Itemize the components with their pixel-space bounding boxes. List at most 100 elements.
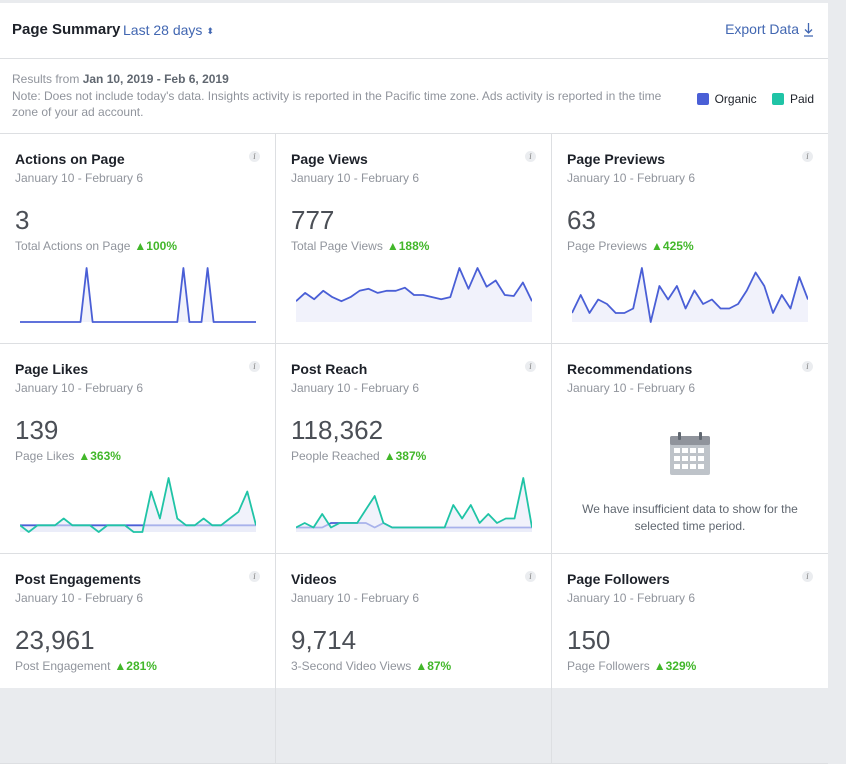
sparkline-area-0 [572,268,808,322]
card-change: ▲281% [114,659,157,673]
sparkline-chart [20,267,256,323]
card-post-engagements[interactable]: Post Engagements January 10 - February 6… [0,554,276,764]
card-date: January 10 - February 6 [291,591,420,605]
sparkline-series-0 [20,267,256,323]
info-icon[interactable]: i [802,571,813,582]
card-sub-label: Page Likes [15,449,75,463]
card-sub-label: People Reached [291,449,380,463]
page-title: Page Summary [12,21,121,38]
calendar-icon [670,432,710,475]
sparkline-series-1 [20,477,256,533]
card-sub-label: Page Followers [567,659,650,673]
card-date: January 10 - February 6 [15,381,144,395]
card-title: Videos [291,571,337,587]
timezone-note: Note: Does not include today's data. Ins… [12,88,662,120]
info-icon[interactable]: i [525,151,536,162]
sparkline-chart [20,477,256,533]
info-icon[interactable]: i [802,151,813,162]
card-title: Page Followers [567,571,670,587]
card-value: 139 [15,415,59,445]
info-icon[interactable]: i [525,571,536,582]
card-videos[interactable]: Videos January 10 - February 6 i 9,714 3… [276,554,552,764]
card-change: ▲100% [134,239,177,253]
date-range-dropdown[interactable]: Last 28 days ⬍ [123,22,214,38]
card-sub-label: Total Page Views [291,239,383,253]
sparkline-series-0 [296,267,532,303]
card-sub-label: Total Actions on Page [15,239,131,253]
paid-swatch [771,93,784,105]
card-subtitle: Post Engagement ▲281% [15,659,157,673]
card-title: Actions on Page [15,151,125,167]
right-gutter [828,0,846,688]
summary-header: Page Summary Last 28 days ⬍ Export Data [0,3,828,59]
card-subtitle: Total Actions on Page ▲100% [15,239,177,253]
card-title: Page Previews [567,151,666,167]
card-subtitle: 3-Second Video Views ▲87% [291,659,451,673]
card-change: ▲329% [653,659,697,673]
card-page-followers[interactable]: Page Followers January 10 - February 6 i… [552,554,828,764]
legend-organic-label: Organic [714,92,757,106]
card-value: 777 [291,205,335,235]
metrics-grid: Actions on Page January 10 - February 6 … [0,133,828,764]
sort-caret-icon: ⬍ [206,26,214,36]
card-date: January 10 - February 6 [567,171,696,185]
card-date: January 10 - February 6 [567,591,696,605]
sparkline-chart [296,477,532,532]
card-value: 118,362 [291,415,384,445]
card-value: 9,714 [291,625,357,655]
card-date: January 10 - February 6 [291,381,420,395]
info-icon[interactable]: i [249,361,260,372]
results-dates: Jan 10, 2019 - Feb 6, 2019 [82,72,229,86]
card-change: ▲387% [383,449,427,463]
card-title: Page Likes [15,361,89,377]
card-date: January 10 - February 6 [15,171,144,185]
card-page-likes[interactable]: Page Likes January 10 - February 6 i 139… [0,344,276,554]
card-title: Post Engagements [15,571,142,587]
card-subtitle: Total Page Views ▲188% [291,239,429,253]
info-icon[interactable]: i [249,571,260,582]
sparkline-chart [296,267,532,322]
card-recommendations[interactable]: Recommendations January 10 - February 6 … [552,344,828,554]
card-date: January 10 - February 6 [291,171,420,185]
sparkline-series-1 [296,477,532,529]
legend-organic: Organic [696,92,757,106]
legend: Organic Paid [685,92,814,106]
card-date: January 10 - February 6 [15,591,144,605]
card-change: ▲87% [415,659,452,673]
card-value: 3 [15,205,30,235]
card-title: Post Reach [291,361,368,377]
card-subtitle: Page Likes ▲363% [15,449,121,463]
date-range-label: Last 28 days [123,22,203,38]
export-data-button[interactable]: Export Data [725,21,814,37]
card-value: 23,961 [15,625,95,655]
card-subtitle: People Reached ▲387% [291,449,426,463]
card-subtitle: Page Previews ▲425% [567,239,694,253]
card-actions-on-page[interactable]: Actions on Page January 10 - February 6 … [0,134,276,344]
organic-swatch [696,93,709,105]
card-page-views[interactable]: Page Views January 10 - February 6 i 777… [276,134,552,344]
card-sub-label: Post Engagement [15,659,111,673]
info-icon[interactable]: i [525,361,536,372]
info-icon[interactable]: i [249,151,260,162]
card-sub-label: 3-Second Video Views [291,659,412,673]
results-prefix: Results from [12,72,83,86]
card-change: ▲363% [78,449,121,463]
export-data-label: Export Data [725,21,799,37]
sparkline-area-0 [20,268,256,322]
card-value: 63 [567,205,596,235]
insufficient-data-message: We have insufficient data to show for th… [582,502,798,533]
sparkline-chart [572,267,808,323]
results-notes: Results from Jan 10, 2019 - Feb 6, 2019 … [12,71,662,121]
card-page-previews[interactable]: Page Previews January 10 - February 6 i … [552,134,828,344]
sparkline-area-1 [20,478,256,532]
card-sub-label: Page Previews [567,239,648,253]
sparkline-series-0 [572,267,808,323]
card-post-reach[interactable]: Post Reach January 10 - February 6 i 118… [276,344,552,554]
page-summary-panel: Page Summary Last 28 days ⬍ Export Data R… [0,0,828,764]
card-title: Recommendations [567,361,693,377]
card-value: 150 [567,625,611,655]
card-title: Page Views [291,151,368,167]
info-icon[interactable]: i [802,361,813,372]
card-change: ▲188% [386,239,430,253]
card-subtitle: Page Followers ▲329% [567,659,696,673]
